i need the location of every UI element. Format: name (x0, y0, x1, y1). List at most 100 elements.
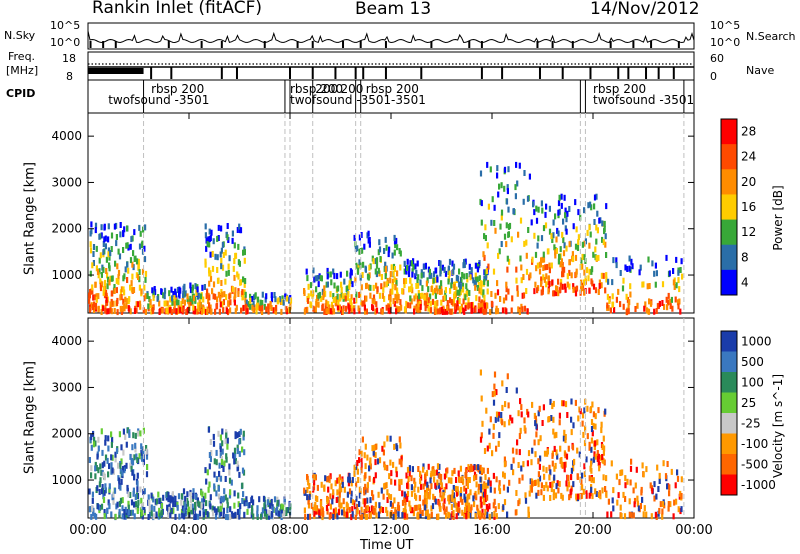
power-cell (241, 294, 244, 301)
power-cell (364, 295, 368, 302)
power-cell (220, 263, 223, 270)
velocity-cell (619, 504, 622, 511)
power-cell (465, 283, 468, 290)
beam-title: Beam 13 (355, 0, 432, 19)
velocity-cell (361, 436, 364, 443)
power-cell (581, 285, 584, 291)
velocity-cell (172, 501, 175, 508)
power-cell (403, 282, 406, 288)
velocity-cell (465, 512, 468, 519)
velocity-colorbar-tick-label: 25 (741, 396, 756, 410)
power-cell (144, 308, 147, 315)
power-cell (429, 307, 433, 314)
power-cell (208, 302, 211, 309)
power-cell (127, 267, 130, 274)
power-cell (345, 286, 348, 293)
velocity-cell (522, 461, 525, 468)
velocity-cell (192, 488, 195, 495)
power-cell (315, 286, 318, 293)
power-cell (357, 305, 360, 312)
power-cell (669, 303, 672, 310)
power-cell (442, 305, 445, 312)
power-cell (189, 295, 192, 302)
velocity-cell (419, 508, 422, 514)
power-cell (320, 295, 323, 302)
power-cell (131, 287, 134, 294)
power-cell (428, 268, 431, 275)
velocity-cell (501, 419, 504, 426)
power-cell (577, 234, 580, 241)
velocity-cell (466, 494, 469, 501)
power-cell (277, 297, 280, 304)
power-cell (113, 223, 116, 230)
velocity-cell (343, 510, 346, 517)
velocity-cell (90, 434, 93, 441)
power-cell (496, 289, 500, 296)
velocity-cell (150, 504, 153, 511)
velocity-cell (97, 445, 100, 452)
power-cell (411, 271, 414, 278)
power-cell (583, 254, 586, 261)
power-cell (639, 264, 642, 271)
velocity-cell (468, 477, 471, 483)
velocity-cell (465, 480, 468, 486)
nave-top-tick: 60 (710, 52, 724, 65)
velocity-cell (477, 508, 480, 515)
velocity-cell (477, 488, 480, 495)
velocity-cell (245, 496, 248, 503)
velocity-cell (519, 427, 522, 434)
velocity-cell (323, 485, 326, 492)
velocity-cell (265, 513, 268, 520)
power-cell (113, 288, 116, 294)
power-cell (377, 249, 380, 256)
power-cell (587, 275, 590, 282)
power-cell (303, 288, 306, 294)
freq-bot-tick: 8 (66, 70, 73, 83)
velocity-cell (140, 443, 143, 450)
power-cell (233, 299, 236, 306)
velocity-cell (192, 508, 195, 515)
power-cell (217, 235, 220, 241)
power-cell (336, 293, 339, 300)
power-cell (574, 243, 578, 250)
power-cell (389, 277, 392, 284)
power-cell (622, 303, 625, 310)
velocity-cell (114, 456, 117, 463)
velocity-cell (397, 511, 400, 518)
power-cell (219, 295, 222, 302)
power-cell (146, 293, 149, 299)
power-cell (242, 304, 245, 311)
velocity-cell (328, 513, 331, 520)
velocity-colorbar-tick-label: -500 (741, 457, 768, 471)
power-cell (338, 304, 341, 311)
velocity-cell (560, 457, 563, 463)
power-cell (135, 258, 139, 265)
velocity-cell (375, 512, 378, 519)
velocity-cell (464, 506, 467, 513)
velocity-cell (657, 486, 660, 492)
velocity-cell (488, 503, 491, 510)
power-cell (482, 308, 485, 315)
velocity-cell (560, 461, 563, 468)
velocity-cell (184, 502, 187, 508)
velocity-cell (537, 478, 540, 485)
velocity-cell (585, 456, 588, 463)
velocity-cell (369, 457, 372, 464)
velocity-cell (364, 513, 367, 520)
velocity-cell (329, 473, 332, 480)
power-cell (143, 295, 146, 302)
power-cell (571, 251, 574, 258)
power-cell (609, 307, 612, 314)
velocity-cell (117, 462, 120, 469)
velocity-cell (92, 507, 95, 514)
velocity-cell (123, 467, 126, 474)
velocity-cell (530, 459, 533, 466)
power-cell (598, 279, 601, 286)
power-cell (390, 264, 393, 271)
velocity-cell (107, 499, 110, 506)
power-cell (506, 255, 509, 262)
velocity-cell (419, 470, 422, 477)
power-cell (595, 255, 598, 262)
velocity-cell (495, 445, 498, 452)
velocity-cell (368, 506, 371, 513)
